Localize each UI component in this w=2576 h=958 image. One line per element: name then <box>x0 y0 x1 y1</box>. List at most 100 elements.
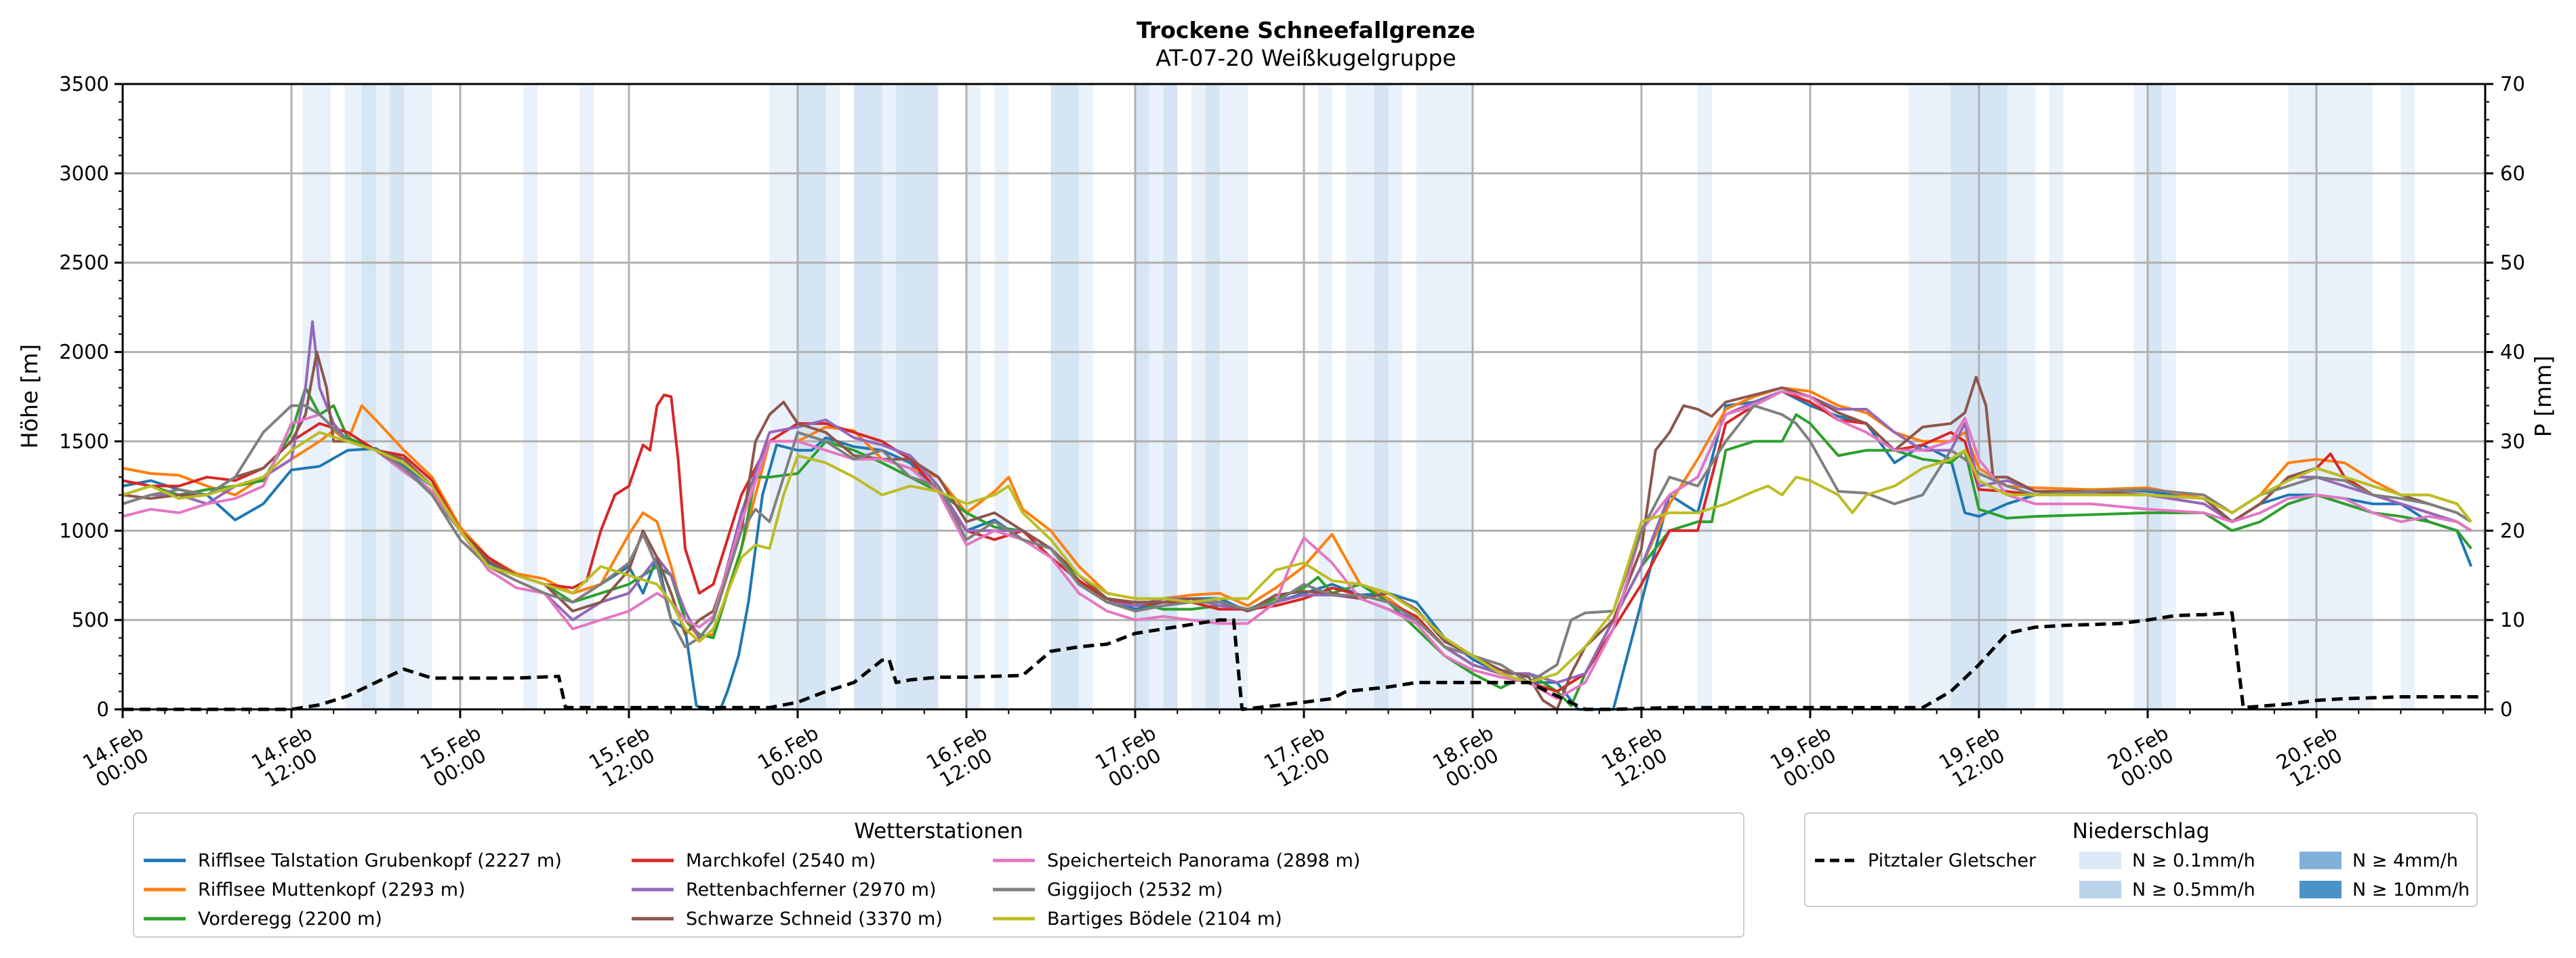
y-tick-label: 1000 <box>59 519 109 542</box>
chart-subtitle: AT-07-20 Weißkugelgruppe <box>1156 45 1456 71</box>
precip-band <box>966 84 981 709</box>
precip-band <box>404 84 432 709</box>
precip-band <box>1908 84 1951 709</box>
legend-precip-label: N ≥ 4mm/h <box>2352 850 2458 871</box>
series-line-1 <box>122 386 2472 693</box>
precip-band <box>523 84 538 709</box>
precip-band <box>769 84 798 709</box>
legend-station-label: Marchkofel (2540 m) <box>686 850 876 871</box>
precip-band <box>344 84 362 709</box>
legend-stations-title: Wetterstationen <box>854 819 1023 844</box>
legend-station-label: Vorderegg (2200 m) <box>198 909 382 930</box>
legend-station-label: Bartiges Bödele (2104 m) <box>1047 909 1282 930</box>
legend-precip-swatch <box>2079 881 2121 898</box>
precip-band <box>1163 84 1178 709</box>
legend-station-label: Rifflsee Muttenkopf (2293 m) <box>198 879 466 900</box>
legend-precip-swatch <box>2299 881 2342 898</box>
y2-tick-label: 20 <box>2500 519 2525 542</box>
y2-tick-label: 60 <box>2500 162 2525 185</box>
series-lines <box>122 320 2485 711</box>
precip-band <box>2302 84 2373 709</box>
precip-band <box>2133 84 2148 709</box>
legend-precip-label: N ≥ 0.1mm/h <box>2132 850 2255 871</box>
legend-station-label: Rifflsee Talstation Grubenkopf (2227 m) <box>198 850 562 871</box>
y2-tick-label: 70 <box>2500 72 2525 96</box>
y-tick-label: 0 <box>97 698 109 721</box>
precip-band <box>1317 84 1332 709</box>
series-line-7 <box>122 404 2472 684</box>
precip-band <box>390 84 404 709</box>
y2-tick-label: 40 <box>2500 341 2525 364</box>
y-tick-label: 3000 <box>59 162 109 185</box>
y2-tick-label: 10 <box>2500 608 2525 631</box>
y-axis-label: Höhe [m] <box>16 344 43 449</box>
precip-band <box>579 84 594 709</box>
precip-band <box>882 84 897 709</box>
precip-band <box>1205 84 1220 709</box>
series-line-5 <box>122 350 2472 711</box>
legend-precip-swatch <box>2079 852 2121 869</box>
precip-band <box>2161 84 2176 709</box>
precip-band <box>1416 84 1473 709</box>
precip-band <box>2148 84 2162 709</box>
precip-band <box>1219 84 1248 709</box>
precip-band <box>1346 84 1374 709</box>
precip-band <box>1388 84 1403 709</box>
precip-band <box>2049 84 2064 709</box>
y-tick-label: 500 <box>72 608 109 631</box>
legend-station-label: Rettenbachferner (2970 m) <box>686 879 937 900</box>
y-tick-label: 3500 <box>59 72 109 96</box>
precip-band <box>2288 84 2303 709</box>
series-line-8 <box>122 431 2472 684</box>
precip-band <box>2400 84 2415 709</box>
legend-station-label: Giggijoch (2532 m) <box>1047 879 1223 900</box>
y2-axis-label: P [mm] <box>2530 356 2556 437</box>
precip-band <box>1050 84 1079 709</box>
precip-band <box>361 84 376 709</box>
legend-precip-label: N ≥ 0.5mm/h <box>2132 879 2255 900</box>
legend-station-label: Speicherteich Panorama (2898 m) <box>1047 850 1360 871</box>
legend-precip-title: Niederschlag <box>2072 819 2210 844</box>
grid-lines <box>121 83 2485 711</box>
precip-band <box>825 84 840 709</box>
precip-band <box>1135 84 1149 709</box>
legend-stations: Wetterstationen Rifflsee Talstation Grub… <box>133 812 1744 938</box>
series-line-4 <box>122 320 2472 684</box>
legend-precipitation: Niederschlag Pitztaler Gletscher N ≥ 0.1… <box>1804 812 2478 907</box>
precip-band <box>1079 84 1093 709</box>
y2-tick-label: 30 <box>2500 430 2525 453</box>
precip-band <box>1191 84 1206 709</box>
series-line-6 <box>122 390 2472 701</box>
y-tick-label: 1500 <box>59 430 109 453</box>
y2-tick-label: 0 <box>2500 698 2512 721</box>
legend-precip-swatch <box>2299 852 2342 869</box>
precip-band <box>1698 84 1712 709</box>
legend-station-label: Schwarze Schneid (3370 m) <box>686 909 943 930</box>
y2-tick-label: 50 <box>2500 251 2525 274</box>
precip-band <box>798 84 826 709</box>
y-tick-label: 2500 <box>59 251 109 274</box>
precip-band <box>1149 84 1164 709</box>
precipitation-bands <box>302 84 2415 709</box>
precip-band <box>2007 84 2035 709</box>
chart-title: Trockene Schneefallgrenze <box>1137 17 1475 43</box>
precip-band <box>994 84 1009 709</box>
legend-precip-label: N ≥ 10mm/h <box>2352 879 2470 900</box>
precip-band <box>375 84 390 709</box>
precip-band <box>896 84 939 709</box>
precip-band <box>1374 84 1389 709</box>
precip-band <box>854 84 882 709</box>
